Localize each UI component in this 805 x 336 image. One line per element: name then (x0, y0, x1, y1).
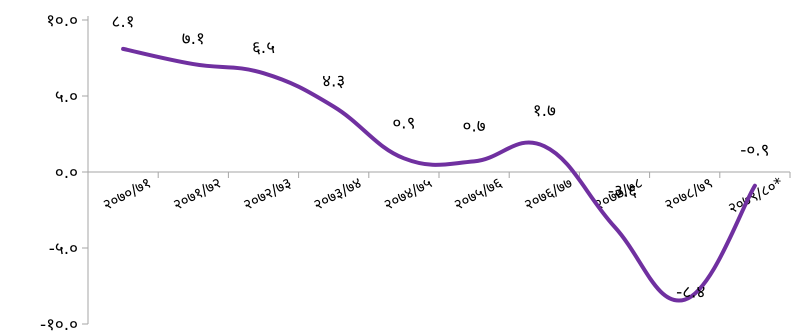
data-label: ४.३ (322, 72, 345, 92)
x-tick-label: २०७४/७५ (381, 174, 435, 214)
y-tick-label: ०.० (55, 163, 78, 183)
y-tick-label: ५.० (55, 87, 78, 107)
data-label: -३.६ (608, 182, 637, 202)
data-labels: ८.१ ७.१ ६.५ ४.३ ०.९ ०.७ १.७ -३.६ -८.४ -०.९ (112, 12, 770, 303)
data-label: ८.१ (112, 12, 135, 32)
data-point (333, 106, 334, 107)
series-line (121, 46, 757, 303)
y-tick-label: १०.० (46, 11, 78, 31)
x-tick-label: २०७९/८०* (725, 173, 786, 217)
data-point (474, 161, 475, 162)
data-point (123, 48, 124, 49)
data-point (544, 146, 545, 147)
data-label: ०.९ (392, 113, 415, 133)
x-tick-label: २०७३/७४ (310, 174, 364, 214)
x-tick-label: २०७०/७१ (100, 174, 154, 214)
x-tick-label: २०७५/७६ (451, 174, 505, 214)
data-label: १.७ (533, 101, 556, 121)
data-point (263, 73, 264, 74)
data-label: ६.५ (252, 38, 275, 58)
x-tick-label: २०७६/७७ (521, 174, 575, 214)
x-axis-ticks: २०७०/७१ २०७१/७२ २०७२/७३ २०७३/७४ २०७४/७५ २०७५/… (87, 172, 791, 217)
series (121, 46, 757, 303)
x-tick-label: २०७८/७९ (661, 174, 715, 214)
x-tick-label: २०७२/७३ (240, 174, 294, 214)
data-point (193, 64, 194, 65)
y-tick-label: -१०.० (40, 315, 78, 335)
data-label: -८.४ (676, 283, 705, 303)
data-label: ०.७ (463, 116, 486, 136)
data-label: -०.९ (740, 141, 769, 161)
data-point (754, 185, 755, 186)
x-tick-label: २०७१/७२ (170, 174, 224, 214)
y-axis-ticks: १०.० ५.० ०.० -५.० -१०.० (40, 11, 88, 335)
data-label: ७.१ (182, 29, 205, 49)
data-point (403, 158, 404, 159)
data-point (614, 226, 615, 227)
y-tick-label: -५.० (49, 239, 78, 259)
